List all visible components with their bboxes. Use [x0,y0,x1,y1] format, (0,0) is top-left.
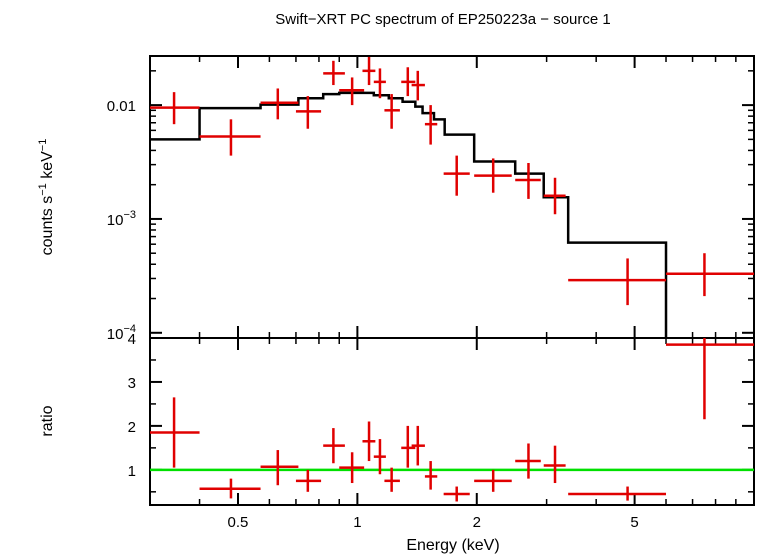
spectrum-y-tick-labels: 0.01 10−3 10−4 [107,98,136,343]
data-point [401,67,416,97]
data-point [339,452,365,484]
y-axis-label-counts: counts s−1 keV−1 [37,139,56,256]
data-point [424,105,438,145]
data-point [373,68,386,99]
data-point [295,96,322,129]
data-point [260,450,299,486]
chart-title: Swift−XRT PC spectrum of EP250223a − sou… [275,11,610,28]
data-point [199,478,261,499]
data-point [295,469,322,492]
y-tick-label: 10−4 [107,323,136,343]
data-point [666,253,754,297]
data-point [362,56,376,86]
data-point [424,461,438,490]
data-point [474,158,512,193]
ratio-y-tick-labels: 1 2 3 4 [128,331,136,480]
data-point [199,119,261,156]
data-point [260,88,299,120]
data-point [543,445,566,484]
model-step-line [150,91,668,338]
data-point [443,486,470,502]
data-point [362,421,376,462]
data-point [515,163,541,199]
data-point [474,469,512,492]
y-tick-label: 0.01 [107,98,136,115]
data-point [443,155,470,196]
data-point [150,397,200,468]
ratio-frame [149,337,755,506]
ratio-ticks [149,337,754,505]
y-tick-label: 3 [128,375,136,392]
spectrum-panel: 0.01 10−3 10−4 counts s−1 keV−1 [37,55,755,343]
y-tick-label: 1 [128,463,136,480]
y-axis-label-ratio: ratio [39,405,56,436]
data-point [411,70,425,101]
data-point [150,92,200,125]
data-point [373,439,386,475]
ratio-panel: 1 2 3 4 0.5 1 2 5 ratio Energy (keV) [39,331,755,554]
y-tick-label: 10−3 [107,209,136,229]
y-tick-label: 4 [128,331,136,348]
data-point [411,425,425,466]
x-tick-label: 5 [630,514,638,531]
model-histogram [150,91,668,338]
data-point [401,425,416,468]
spectrum-frame [149,55,755,339]
ratio-data-points [150,338,754,502]
x-tick-label: 2 [473,514,481,531]
data-point [384,94,400,129]
spectrum-data-points [150,56,754,306]
data-point [339,77,365,106]
data-point [323,428,345,464]
data-point [568,258,667,306]
x-tick-label: 1 [353,514,361,531]
data-point [323,60,345,86]
data-point [543,177,566,215]
x-axis-label: Energy (keV) [406,537,499,554]
data-point [666,338,754,420]
x-tick-label: 0.5 [228,514,249,531]
y-tick-label: 2 [128,419,136,436]
data-point [384,467,400,492]
spectrum-ticks [149,56,754,338]
data-point [568,486,667,501]
x-tick-labels: 0.5 1 2 5 [228,514,639,531]
data-point [515,443,541,479]
